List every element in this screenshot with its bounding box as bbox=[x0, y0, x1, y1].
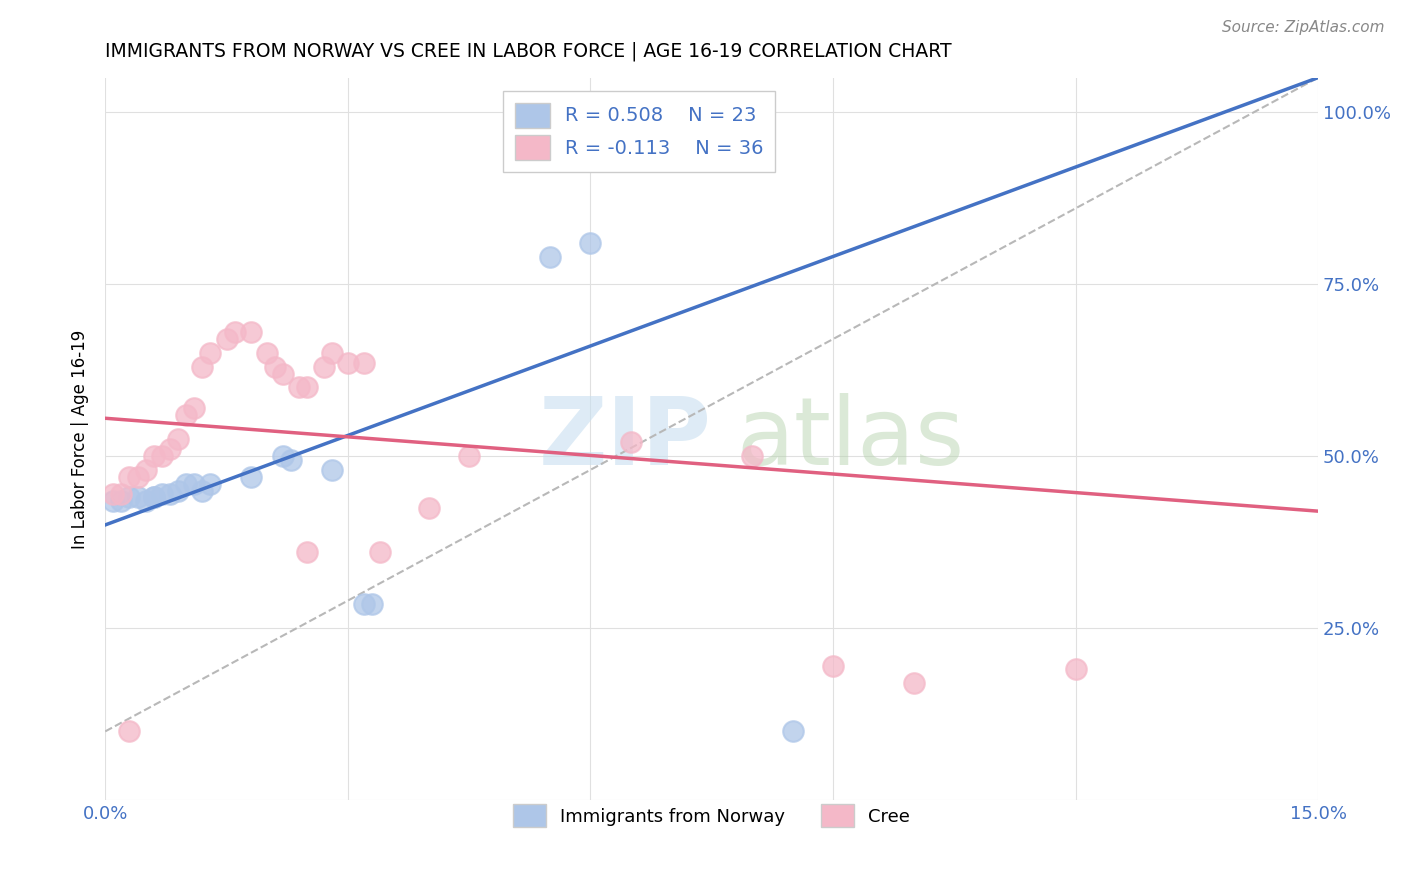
Point bbox=[1064, 663, 1087, 677]
Point bbox=[353, 597, 375, 611]
Point bbox=[336, 356, 359, 370]
Point bbox=[191, 359, 214, 374]
Point bbox=[361, 597, 384, 611]
Point bbox=[110, 487, 132, 501]
Point bbox=[103, 487, 125, 501]
Point bbox=[368, 545, 391, 559]
Y-axis label: In Labor Force | Age 16-19: In Labor Force | Age 16-19 bbox=[72, 329, 89, 549]
Point bbox=[903, 676, 925, 690]
Point bbox=[118, 724, 141, 739]
Point bbox=[174, 476, 197, 491]
Point bbox=[280, 452, 302, 467]
Point bbox=[167, 432, 190, 446]
Point bbox=[118, 469, 141, 483]
Point bbox=[174, 408, 197, 422]
Point bbox=[782, 724, 804, 739]
Point bbox=[127, 469, 149, 483]
Point bbox=[159, 487, 181, 501]
Point bbox=[142, 491, 165, 505]
Point bbox=[256, 346, 278, 360]
Point bbox=[297, 545, 319, 559]
Point bbox=[183, 476, 205, 491]
Point bbox=[620, 435, 643, 450]
Point bbox=[183, 401, 205, 415]
Point bbox=[200, 476, 222, 491]
Point bbox=[110, 493, 132, 508]
Point bbox=[297, 380, 319, 394]
Point bbox=[239, 325, 262, 339]
Text: atlas: atlas bbox=[735, 392, 965, 485]
Point bbox=[288, 380, 311, 394]
Point bbox=[353, 356, 375, 370]
Point bbox=[458, 449, 481, 463]
Point bbox=[200, 346, 222, 360]
Point bbox=[167, 483, 190, 498]
Point bbox=[264, 359, 287, 374]
Point bbox=[135, 493, 157, 508]
Point bbox=[135, 463, 157, 477]
Point bbox=[741, 449, 763, 463]
Point bbox=[150, 487, 173, 501]
Point bbox=[821, 659, 844, 673]
Point bbox=[271, 367, 294, 381]
Point bbox=[239, 469, 262, 483]
Point bbox=[579, 235, 602, 250]
Point bbox=[321, 463, 343, 477]
Point bbox=[142, 449, 165, 463]
Point bbox=[538, 250, 561, 264]
Point bbox=[271, 449, 294, 463]
Point bbox=[118, 491, 141, 505]
Point bbox=[191, 483, 214, 498]
Point bbox=[103, 493, 125, 508]
Point bbox=[312, 359, 335, 374]
Point bbox=[150, 449, 173, 463]
Point bbox=[142, 491, 165, 505]
Point bbox=[159, 442, 181, 457]
Point bbox=[127, 491, 149, 505]
Point bbox=[321, 346, 343, 360]
Text: Source: ZipAtlas.com: Source: ZipAtlas.com bbox=[1222, 20, 1385, 35]
Point bbox=[215, 332, 238, 346]
Point bbox=[418, 500, 440, 515]
Point bbox=[224, 325, 246, 339]
Text: ZIP: ZIP bbox=[538, 392, 711, 485]
Legend: Immigrants from Norway, Cree: Immigrants from Norway, Cree bbox=[506, 797, 917, 835]
Text: IMMIGRANTS FROM NORWAY VS CREE IN LABOR FORCE | AGE 16-19 CORRELATION CHART: IMMIGRANTS FROM NORWAY VS CREE IN LABOR … bbox=[105, 42, 952, 62]
